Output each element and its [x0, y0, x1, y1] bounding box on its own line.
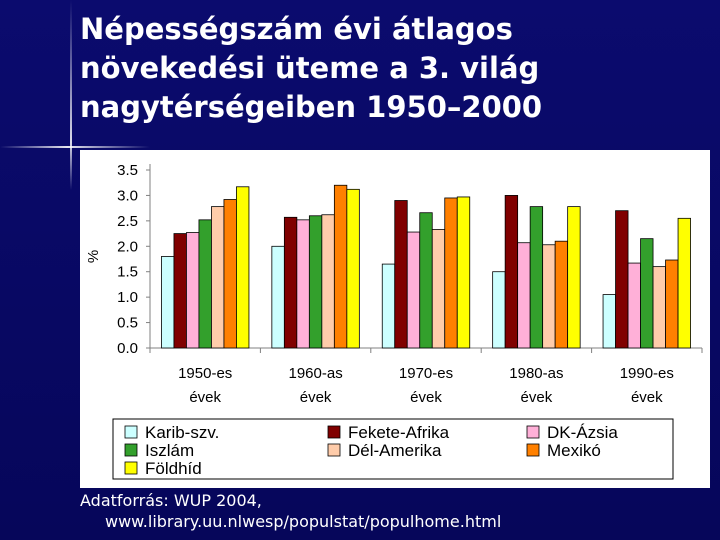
bar-dk-azsia [627, 262, 641, 349]
slide-title: Népességszám évi átlagos növekedési ütem… [80, 10, 700, 127]
bar-fekete-afrika [283, 216, 298, 349]
bar-del-amerika [542, 244, 556, 349]
bar-mexiko [554, 240, 569, 349]
title-line-1: Népességszám évi átlagos [80, 12, 513, 46]
legend-box [112, 418, 674, 480]
x-tick-label: 1990-es [620, 365, 674, 382]
legend-label-karib-szv: Karib-szv. [145, 423, 219, 442]
y-tick-label: 2.5 [117, 213, 138, 230]
legend-swatch-mexiko [526, 443, 540, 457]
legend-swatch-fekete-afrika [327, 425, 341, 439]
legend-swatch-dk-azsia [526, 425, 540, 439]
bar-foldhid [567, 206, 581, 349]
legend-label-dk-azsia: DK-Ázsia [547, 423, 618, 442]
legend-swatch-del-amerika [327, 443, 341, 457]
y-tick-label: 1.5 [117, 264, 138, 281]
bar-foldhid [346, 188, 360, 349]
legend-swatch-foldhid [124, 461, 138, 475]
bar-fekete-afrika [394, 200, 408, 349]
bar-del-amerika [211, 206, 225, 349]
bar-mexiko [223, 199, 237, 349]
title-line-3: nagytérségeiben 1950–2000 [80, 90, 543, 124]
y-tick-label: 0.0 [117, 340, 138, 357]
bar-iszlam [640, 238, 654, 349]
bar-karib-szv [602, 294, 616, 349]
source-line-1: Adatforrás: WUP 2004, [80, 491, 262, 510]
bar-foldhid [236, 186, 250, 349]
y-axis-label: % [85, 250, 102, 263]
x-tick-label: 1960-as [288, 365, 342, 382]
decorative-vertical-line [70, 0, 72, 190]
x-tick-label-sub: évek [300, 389, 332, 406]
bar-mexiko [444, 197, 458, 349]
x-tick-label: 1950-es [178, 365, 232, 382]
bar-dk-azsia [186, 232, 200, 349]
bar-mexiko [333, 184, 348, 349]
bar-iszlam [198, 219, 212, 349]
legend-swatch-iszlam [124, 443, 138, 457]
legend-label-del-amerika: Dél-Amerika [348, 441, 442, 460]
x-tick-label-sub: évek [189, 389, 221, 406]
legend-swatch-karib-szv [124, 425, 138, 439]
bar-iszlam [308, 215, 323, 349]
y-tick-label: 3.0 [117, 187, 138, 204]
legend-label-mexiko: Mexikó [547, 441, 601, 460]
bar-karib-szv [161, 256, 175, 349]
bar-dk-azsia [517, 242, 531, 349]
y-tick-label: 1.0 [117, 289, 138, 306]
bar-dk-azsia [406, 231, 421, 349]
decorative-horizontal-line [0, 146, 150, 148]
y-tick-label: 2.0 [117, 238, 138, 255]
bar-del-amerika [431, 229, 446, 349]
bar-dk-azsia [296, 219, 310, 349]
x-tick-label-sub: évek [521, 389, 553, 406]
y-tick-label: 0.5 [117, 315, 138, 332]
x-tick-label: 1980-as [509, 365, 563, 382]
y-tick-label: 3.5 [117, 162, 138, 179]
bar-karib-szv [492, 271, 506, 349]
bar-del-amerika [321, 214, 335, 349]
bar-mexiko [665, 259, 679, 349]
bar-karib-szv [271, 245, 285, 349]
bar-foldhid [677, 217, 691, 349]
legend-label-iszlam: Iszlám [145, 441, 194, 460]
bar-karib-szv [381, 263, 396, 349]
bar-foldhid [456, 196, 471, 349]
title-line-2: növekedési üteme a 3. világ [80, 51, 540, 85]
legend-label-foldhid: Földhíd [145, 459, 202, 478]
x-tick-label: 1970-es [399, 365, 453, 382]
x-tick-label-sub: évek [410, 389, 442, 406]
bar-fekete-afrika [173, 233, 187, 349]
source-note: Adatforrás: WUP 2004, www.library.uu.nlw… [80, 490, 700, 532]
bar-chart: 0.0 0.5 1.0 1.5 2.0 2.5 3.0 3.5% 1950-es évek 1960… [85, 162, 703, 480]
source-line-2: www.library.uu.nlwesp/populstat/populhom… [105, 512, 502, 531]
x-tick-label-sub: évek [631, 389, 663, 406]
bar-iszlam [529, 206, 544, 349]
bar-fekete-afrika [615, 210, 629, 349]
chart-panel: 0.0 0.5 1.0 1.5 2.0 2.5 3.0 3.5% 1950-es évek 1960… [80, 150, 710, 488]
bar-iszlam [419, 212, 433, 349]
legend-label-fekete-afrika: Fekete-Afrika [348, 423, 450, 442]
bar-del-amerika [652, 266, 666, 349]
bar-fekete-afrika [504, 195, 519, 349]
